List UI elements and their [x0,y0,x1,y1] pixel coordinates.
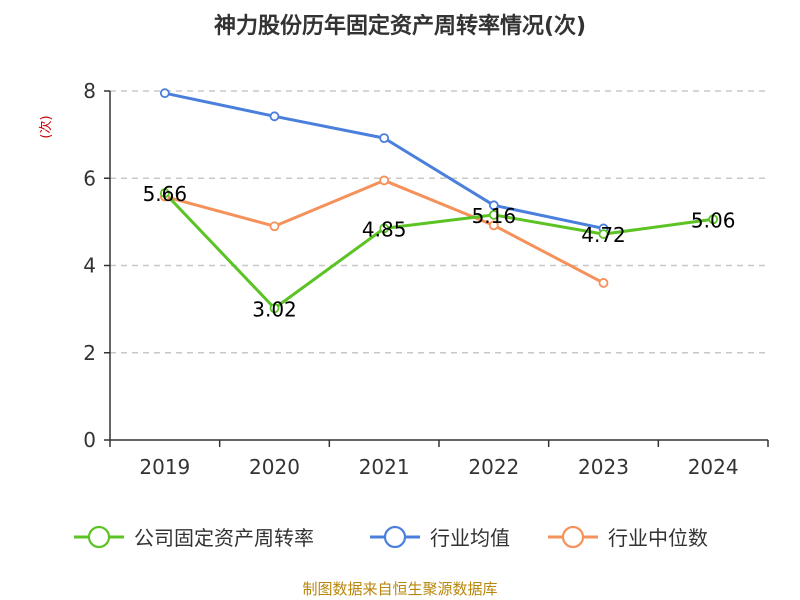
series-2-point-2023 [598,278,609,288]
series-0-point-2019 [159,188,170,198]
data-labels: 5.66 3.02 4.85 5.16 4.72 5.06 [143,182,736,321]
source-note: 制图数据来自恒生聚源数据库 [302,580,497,598]
series-0-point-2021 [379,223,390,234]
chart-title: 神力股份历年固定资产周转率情况(次) [214,13,586,39]
data-label-2020: 3.02 [252,297,297,321]
data-label-2022: 5.16 [472,204,517,228]
series-0-point-2023 [598,229,609,239]
series-line-1 [164,91,604,230]
y-tick-label-4: 4 [83,254,96,278]
legend-marker-0 [87,525,111,549]
legend-label-2: 行业中位数 [608,526,708,550]
series-line-0 [163,192,714,310]
series-points [159,88,719,314]
legend-marker-2 [561,525,585,549]
x-tick-label-2020: 2020 [249,455,300,479]
y-tick-label-8: 8 [83,79,96,103]
series-1-point-2022 [488,200,499,211]
series-1-point-2019 [159,88,170,99]
y-tick-label-2: 2 [83,341,96,365]
data-label-2019: 5.66 [143,182,188,206]
x-tick-label-2019: 2019 [139,455,190,479]
series-1-point-2020 [269,111,280,122]
series-0-point-2020 [269,303,280,314]
series-0-point-2024 [708,214,719,225]
legend-label-0: 公司固定资产周转率 [134,526,314,550]
legend-item-0[interactable]: 公司固定资产周转率 [74,525,314,550]
legend-label-1: 行业均值 [430,526,510,550]
axes: 0 2 4 6 8 2019 2020 2021 2022 2023 2024 [83,79,769,479]
series-2-point-2022 [488,220,499,231]
y-tick-label-6: 6 [83,166,96,190]
series-lines [163,91,714,310]
series-1-point-2021 [379,133,390,144]
x-tick-label-2024: 2024 [688,455,739,479]
series-2-point-2020 [269,221,280,232]
series-0-point-2022 [488,209,499,220]
x-tick-label-2021: 2021 [359,455,410,479]
legend[interactable]: 公司固定资产周转率 行业均值 行业中位数 [74,525,708,550]
y-axis-label: (次) [38,115,54,138]
legend-marker-1 [383,525,407,549]
data-label-2023: 4.72 [581,223,626,247]
series-2-point-2021 [379,175,390,186]
data-label-2024: 5.06 [691,208,736,232]
data-label-2021: 4.85 [362,217,407,241]
legend-item-1[interactable]: 行业均值 [370,525,510,550]
x-tick-label-2022: 2022 [468,455,519,479]
y-tick-label-0: 0 [83,428,96,452]
legend-item-2[interactable]: 行业中位数 [548,525,708,550]
x-tick-label-2023: 2023 [578,455,629,479]
